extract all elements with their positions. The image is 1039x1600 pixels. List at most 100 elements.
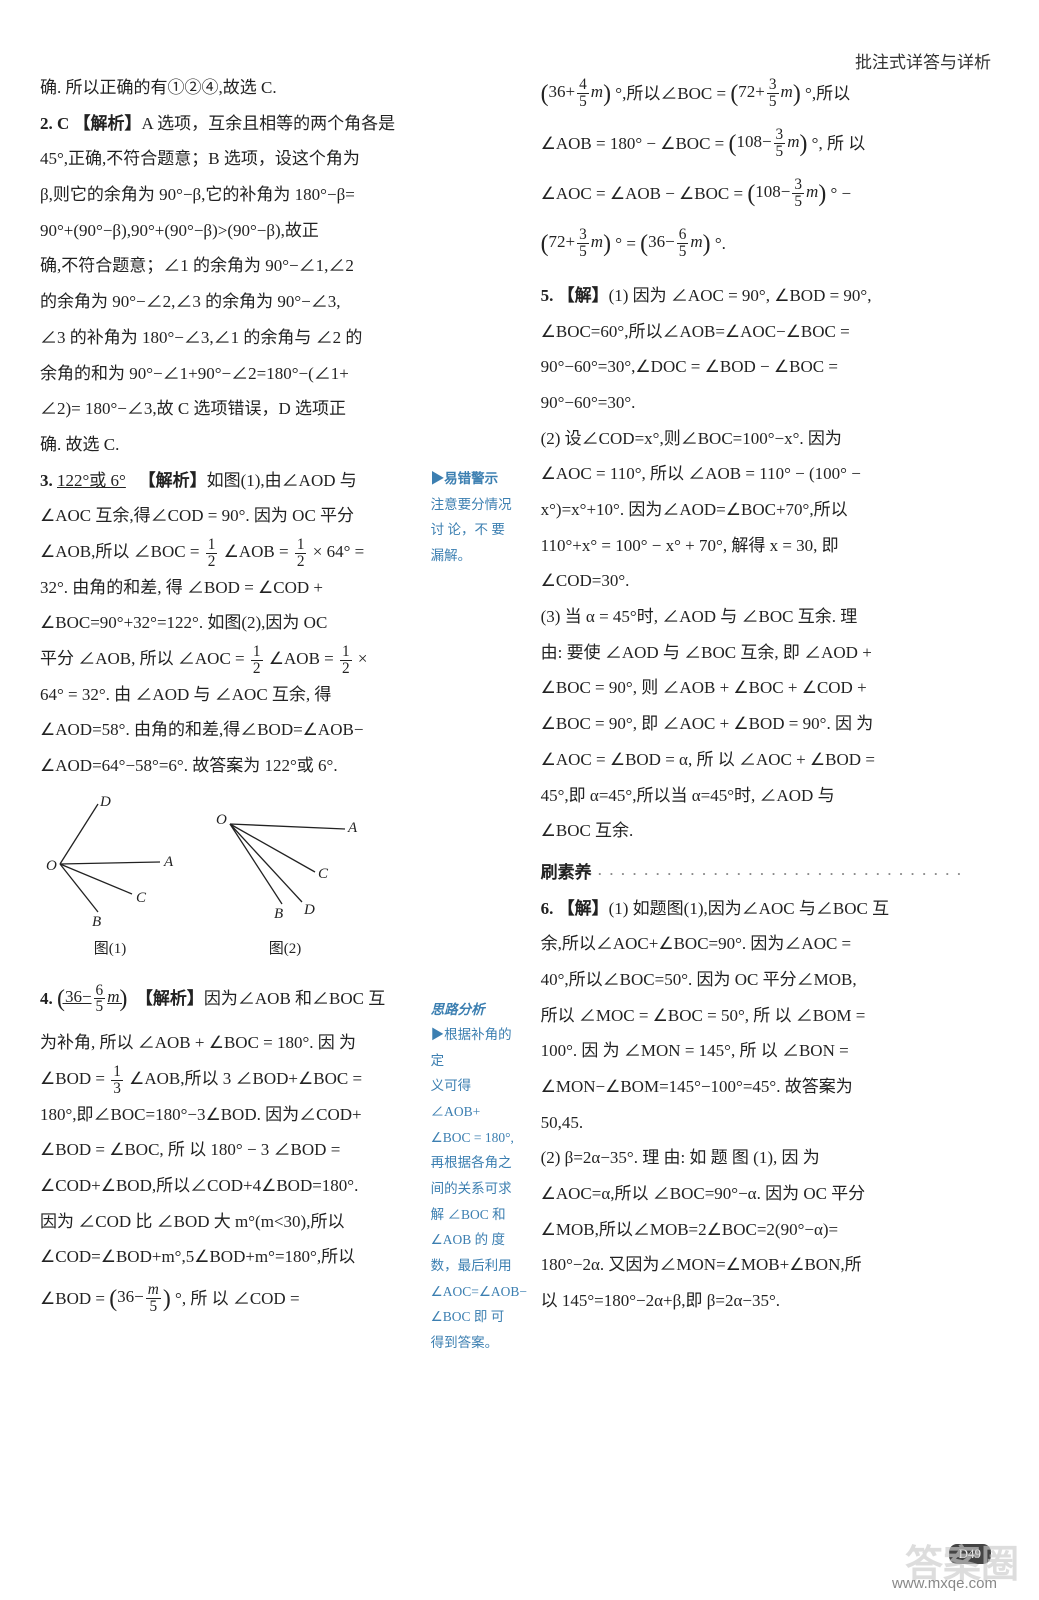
angle-diagram-2: O A B C D	[210, 794, 360, 934]
fraction-half: 12	[340, 644, 352, 676]
q2-number: 2.	[40, 114, 53, 133]
svg-text:B: B	[274, 906, 283, 922]
fraction-third: 13	[111, 1064, 123, 1096]
header-title: 批注式详答与详析	[855, 48, 991, 73]
text: ∠AOC = ∠AOB − ∠BOC =	[541, 184, 748, 203]
line: 确,不符合题意；∠1 的余角为 90°−∠1,∠2	[40, 248, 411, 284]
margin-text: ∠BOC = 180°,	[431, 1125, 521, 1151]
left-column: 确. 所以正确的有①②④,故选 C. 2. C 【解析】A 选项，互余且相等的两…	[40, 70, 411, 1364]
margin-column: ▶易错警示 注意要分情况 讨 论，不 要 漏解。 思路分析 ▶根据补角的定 义可…	[431, 70, 521, 1364]
angle-diagram-1: O A B C D	[40, 794, 180, 934]
svg-text:D: D	[99, 794, 111, 810]
line: ∠AOC 互余,得∠COD = 90°. 因为 OC 平分	[40, 498, 411, 534]
margin-text: 得到答案。	[431, 1330, 521, 1356]
text: °,所以	[805, 84, 850, 103]
q2: 2. C 【解析】A 选项，互余且相等的两个角各是	[40, 106, 411, 142]
text: ∠BOD =	[40, 1289, 109, 1308]
margin-text: 讨 论，不 要	[431, 517, 521, 543]
line: 100°. 因 为 ∠MON = 145°, 所 以 ∠BON =	[541, 1033, 999, 1069]
svg-text:D: D	[303, 902, 315, 918]
text: ∠AOB = 180° − ∠BOC =	[541, 134, 729, 153]
line: 的余角为 90°−∠2,∠3 的余角为 90°−∠3,	[40, 284, 411, 320]
text: °.	[715, 234, 726, 253]
fraction-half: 12	[251, 644, 263, 676]
q4-answer: (36−65m)	[57, 975, 127, 1025]
line: 余角的和为 90°−∠1+90°−∠2=180°−(∠1+	[40, 356, 411, 392]
line: 余,所以∠AOC+∠BOC=90°. 因为∠AOC =	[541, 926, 999, 962]
line: 由: 要使 ∠AOD 与 ∠BOC 互余, 即 ∠AOD +	[541, 635, 999, 671]
line: ∠MON−∠BOM=145°−100°=45°. 故答案为	[541, 1069, 999, 1105]
text: 如图(1),由∠AOD 与	[207, 471, 357, 490]
text: ∠AOB =	[269, 649, 338, 668]
q5-number: 5.	[541, 286, 554, 305]
line: ∠AOC = ∠AOB − ∠BOC = (108−35m) ° −	[541, 170, 999, 220]
line: ∠3 的补角为 180°−∠3,∠1 的余角与 ∠2 的	[40, 320, 411, 356]
line: 90°−60°=30°,∠DOC = ∠BOD − ∠BOC =	[541, 349, 999, 385]
line: ∠BOD = (36−m5) °, 所 以 ∠COD =	[40, 1275, 411, 1325]
svg-text:C: C	[318, 866, 329, 882]
site-url: www.mxqe.com	[892, 1575, 997, 1592]
text: °, 所 以	[812, 134, 866, 153]
analysis-tag: 【解析】	[74, 114, 142, 133]
text: (1) 如题图(1),因为∠AOC 与∠BOC 互	[609, 899, 890, 918]
text: ×	[358, 649, 368, 668]
line: 64° = 32°. 由 ∠AOD 与 ∠AOC 互余, 得	[40, 677, 411, 713]
text: ∠AOB =	[224, 542, 293, 561]
analysis-tag: 【解析】	[139, 471, 207, 490]
line: 45°,正确,不符合题意；B 选项，设这个角为	[40, 141, 411, 177]
line: ∠AOC=α,所以 ∠BOC=90°−α. 因为 OC 平分	[541, 1176, 999, 1212]
line: 50,45.	[541, 1105, 999, 1141]
text: °,所以∠BOC =	[615, 84, 726, 103]
margin-text: 解 ∠BOC 和	[431, 1202, 521, 1228]
figure-2: O A B C D 图(2)	[210, 794, 360, 966]
line: 110°+x° = 100° − x° + 70°, 解得 x = 30, 即	[541, 528, 999, 564]
text: 平分 ∠AOB, 所以 ∠AOC =	[40, 649, 249, 668]
text: °, 所 以 ∠COD =	[175, 1289, 300, 1308]
figure-1-label: 图(1)	[40, 934, 180, 966]
line: x°)=x°+10°. 因为∠AOD=∠BOC+70°,所以	[541, 492, 999, 528]
svg-text:A: A	[347, 820, 358, 836]
q4-number: 4.	[40, 989, 53, 1008]
line: ∠BOC 互余.	[541, 813, 999, 849]
line: ∠AOC = ∠BOD = α, 所 以 ∠AOC + ∠BOD =	[541, 742, 999, 778]
svg-text:O: O	[46, 858, 57, 874]
line: 平分 ∠AOB, 所以 ∠AOC = 12 ∠AOB = 12 ×	[40, 641, 411, 677]
analysis-tag: 【解析】	[136, 989, 204, 1008]
line: (2) β=2α−35°. 理 由: 如 题 图 (1), 因 为	[541, 1140, 999, 1176]
line: (72+35m) ° = (36−65m) °.	[541, 220, 999, 270]
q3: 3. 122°或 6° 【解析】如图(1),由∠AOD 与	[40, 463, 411, 499]
line: (36+45m) °,所以∠BOC = (72+35m) °,所以	[541, 70, 999, 120]
section-header: 刷素养	[541, 855, 999, 891]
text: ∠AOB,所以 3 ∠BOD+∠BOC =	[129, 1069, 362, 1088]
line: 确. 故选 C.	[40, 427, 411, 463]
svg-text:A: A	[163, 854, 174, 870]
line: (3) 当 α = 45°时, ∠AOD 与 ∠BOC 互余. 理	[541, 599, 999, 635]
line: ∠BOD = 13 ∠AOB,所以 3 ∠BOD+∠BOC =	[40, 1061, 411, 1097]
line: 45°,即 α=45°,所以当 α=45°时, ∠AOD 与	[541, 778, 999, 814]
line: β,则它的余角为 90°−β,它的补角为 180°−β=	[40, 177, 411, 213]
line: 32°. 由角的和差, 得 ∠BOD = ∠COD +	[40, 570, 411, 606]
text: × 64° =	[313, 542, 364, 561]
q2-answer: C	[57, 114, 69, 133]
line: ∠BOC=60°,所以∠AOB=∠AOC−∠BOC =	[541, 314, 999, 350]
line: ∠BOC=90°+32°=122°. 如图(2),因为 OC	[40, 605, 411, 641]
diagram-row: O A B C D 图(1)	[40, 794, 411, 966]
margin-text: 义可得∠AOB+	[431, 1073, 521, 1124]
margin-text: ∠AOB 的 度	[431, 1227, 521, 1253]
line: (2) 设∠COD=x°,则∠BOC=100°−x°. 因为	[541, 421, 999, 457]
solution-tag: 【解】	[558, 286, 609, 305]
text: 因为∠AOB 和∠BOC 互	[204, 989, 385, 1008]
margin-text: 间的关系可求	[431, 1176, 521, 1202]
text: ° −	[831, 184, 852, 203]
line: ∠AOD=58°. 由角的和差,得∠BOD=∠AOB−	[40, 712, 411, 748]
q5: 5. 【解】(1) 因为 ∠AOC = 90°, ∠BOD = 90°,	[541, 278, 999, 314]
svg-text:B: B	[92, 914, 101, 930]
fraction-half: 12	[295, 537, 307, 569]
text: (1) 因为 ∠AOC = 90°, ∠BOD = 90°,	[609, 286, 872, 305]
line: 180°,即∠BOC=180°−3∠BOD. 因为∠COD+	[40, 1097, 411, 1133]
line: 因为 ∠COD 比 ∠BOD 大 m°(m<30),所以	[40, 1204, 411, 1240]
page: 批注式详答与详析 确. 所以正确的有①②④,故选 C. 2. C 【解析】A 选…	[0, 0, 1039, 1394]
figure-1: O A B C D 图(1)	[40, 794, 180, 966]
margin-text: 漏解。	[431, 543, 521, 569]
line: 180°−2α. 又因为∠MON=∠MOB+∠BON,所	[541, 1247, 999, 1283]
